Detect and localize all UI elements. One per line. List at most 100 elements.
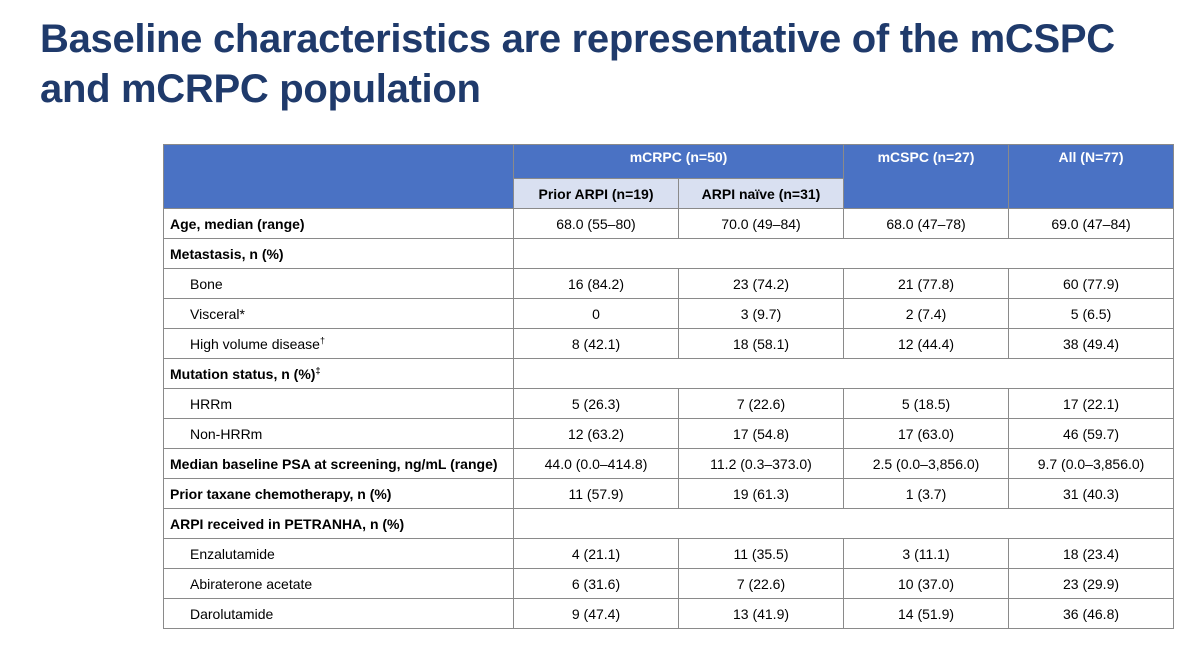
row-label-text: HRRm <box>190 395 232 412</box>
row-label-subitem: Non-HRRm <box>163 418 514 449</box>
table-cell-value: 8 (42.1) <box>513 328 679 359</box>
table-cell-value: 0 <box>513 298 679 329</box>
row-label-text: Mutation status, n (%) <box>170 365 316 382</box>
table-cell-value: 11 (35.5) <box>677 538 845 569</box>
header-mcspc: mCSPC (n=27) <box>843 144 1010 209</box>
table-row: Age, median (range) 68.0 (55–80) 70.0 (49–… <box>163 208 1175 239</box>
row-label-subitem: Darolutamide <box>163 598 514 629</box>
header-row-groups: mCRPC (n=50) mCSPC (n=27) All (N=77) <box>163 144 1175 209</box>
table-cell-value: 69.0 (47–84) <box>1008 208 1175 239</box>
table-cell-value: 68.0 (55–80) <box>513 208 679 239</box>
table-cell-value: 18 (58.1) <box>677 328 845 359</box>
baseline-characteristics-table: mCRPC (n=50) mCSPC (n=27) All (N=77) Pri… <box>163 144 1175 629</box>
table-row: Enzalutamide 4 (21.1) 11 (35.5) 3 (11.1) 18 … <box>163 538 1175 569</box>
table-cell-value: 4 (21.1) <box>513 538 679 569</box>
table-cell-value: 2.5 (0.0–3,856.0) <box>843 448 1010 479</box>
row-label-text: Visceral* <box>190 305 245 322</box>
subheader-prior-arpi: Prior ARPI (n=19) <box>513 178 679 209</box>
slide-title: Baseline characteristics are representat… <box>40 17 1115 111</box>
footnote-marker: ‡ <box>315 364 321 375</box>
row-label-text: Enzalutamide <box>190 545 275 562</box>
row-label-text: Median baseline PSA at screening, ng/mL … <box>170 455 498 472</box>
table-row: Non-HRRm 12 (63.2) 17 (54.8) 17 (63.0) 46 (5… <box>163 418 1175 449</box>
subheader-arpi-naive: ARPI naïve (n=31) <box>677 178 845 209</box>
footnote-marker: † <box>319 334 325 345</box>
table-cell-value: 10 (37.0) <box>843 568 1010 599</box>
row-label-subitem: Bone <box>163 268 514 299</box>
table-cell-value: 16 (84.2) <box>513 268 679 299</box>
row-label-text: Age, median (range) <box>170 215 305 232</box>
header-mcrpc: mCRPC (n=50) <box>512 144 845 179</box>
table-cell-value: 9 (47.4) <box>513 598 679 629</box>
row-label-subitem: HRRm <box>163 388 514 419</box>
table-row: Metastasis, n (%) <box>163 238 1175 269</box>
row-label-text: High volume disease <box>190 335 320 352</box>
header-blank-cell <box>163 144 514 209</box>
row-label-subitem: High volume disease† <box>163 328 514 359</box>
row-label-section: Mutation status, n (%)‡ <box>163 358 514 389</box>
table-cell-value: 7 (22.6) <box>677 388 845 419</box>
table-row: ARPI received in PETRANHA, n (%) <box>163 508 1175 539</box>
table-cell-value: 70.0 (49–84) <box>677 208 845 239</box>
row-label-subitem: Visceral* <box>163 298 514 329</box>
row-label-text: Abiraterone acetate <box>190 575 313 592</box>
table-cell-value: 18 (23.4) <box>1008 538 1175 569</box>
table-cell-value: 17 (63.0) <box>843 418 1010 449</box>
table-cell-value: 12 (63.2) <box>513 418 679 449</box>
row-label-section: ARPI received in PETRANHA, n (%) <box>163 508 514 539</box>
table-row: Bone 16 (84.2) 23 (74.2) 21 (77.8) 60 (77.9) <box>163 268 1175 299</box>
table-cell-value: 3 (9.7) <box>677 298 845 329</box>
table-cell-value: 60 (77.9) <box>1008 268 1175 299</box>
section-spacer-cell <box>512 358 1175 389</box>
table-cell-value: 6 (31.6) <box>513 568 679 599</box>
header-all: All (N=77) <box>1008 144 1175 209</box>
section-spacer-cell <box>512 508 1175 539</box>
table-cell-value: 23 (29.9) <box>1008 568 1175 599</box>
row-label-text: Prior taxane chemotherapy, n (%) <box>170 485 392 502</box>
header-row-subgroups: Prior ARPI (n=19) ARPI naïve (n=31) <box>164 178 1174 209</box>
table-cell-value: 5 (26.3) <box>513 388 679 419</box>
table-cell-value: 7 (22.6) <box>677 568 845 599</box>
table-cell-value: 21 (77.8) <box>843 268 1010 299</box>
table-row: Darolutamide 9 (47.4) 13 (41.9) 14 (51.9) 36… <box>163 598 1175 629</box>
row-label-text: Darolutamide <box>190 605 274 622</box>
row-label-text: Non-HRRm <box>190 425 263 442</box>
row-label-subitem: Enzalutamide <box>163 538 514 569</box>
table-cell-value: 36 (46.8) <box>1008 598 1175 629</box>
table-cell-value: 17 (54.8) <box>677 418 845 449</box>
row-label-section: Age, median (range) <box>163 208 514 239</box>
row-label-text: Metastasis, n (%) <box>170 245 284 262</box>
table-cell-value: 5 (18.5) <box>843 388 1010 419</box>
table-cell-value: 17 (22.1) <box>1008 388 1175 419</box>
table-cell-value: 3 (11.1) <box>843 538 1010 569</box>
table-cell-value: 11 (57.9) <box>513 478 679 509</box>
table-cell-value: 5 (6.5) <box>1008 298 1175 329</box>
table-cell-value: 9.7 (0.0–3,856.0) <box>1008 448 1175 479</box>
table-row: Prior taxane chemotherapy, n (%) 11 (57.9… <box>163 478 1175 509</box>
table-row: Median baseline PSA at screening, ng/mL … <box>163 448 1175 479</box>
row-label-section: Metastasis, n (%) <box>163 238 514 269</box>
table-row: Abiraterone acetate 6 (31.6) 7 (22.6) 10 (3… <box>163 568 1175 599</box>
table-row: Visceral* 0 3 (9.7) 2 (7.4) 5 (6.5) <box>163 298 1175 329</box>
table-cell-value: 19 (61.3) <box>677 478 845 509</box>
row-label-section: Median baseline PSA at screening, ng/mL … <box>163 448 514 479</box>
row-label-text: Bone <box>190 275 223 292</box>
table-cell-value: 23 (74.2) <box>677 268 845 299</box>
table-cell-value: 13 (41.9) <box>677 598 845 629</box>
table-row: High volume disease† 8 (42.1) 18 (58.1) 12 … <box>163 328 1175 359</box>
table-cell-value: 31 (40.3) <box>1008 478 1175 509</box>
table-cell-value: 11.2 (0.3–373.0) <box>677 448 845 479</box>
table-cell-value: 68.0 (47–78) <box>843 208 1010 239</box>
table-body: Age, median (range) 68.0 (55–80) 70.0 (49–… <box>163 208 1175 629</box>
row-label-subitem: Abiraterone acetate <box>163 568 514 599</box>
row-label-text: ARPI received in PETRANHA, n (%) <box>170 515 405 532</box>
table-cell-value: 1 (3.7) <box>843 478 1010 509</box>
table-cell-value: 12 (44.4) <box>843 328 1010 359</box>
table-cell-value: 46 (59.7) <box>1008 418 1175 449</box>
table-row: Mutation status, n (%)‡ <box>163 358 1175 389</box>
table-cell-value: 38 (49.4) <box>1008 328 1175 359</box>
row-label-section: Prior taxane chemotherapy, n (%) <box>163 478 514 509</box>
table-row: HRRm 5 (26.3) 7 (22.6) 5 (18.5) 17 (22.1) <box>163 388 1175 419</box>
table-cell-value: 14 (51.9) <box>843 598 1010 629</box>
section-spacer-cell <box>512 238 1175 269</box>
